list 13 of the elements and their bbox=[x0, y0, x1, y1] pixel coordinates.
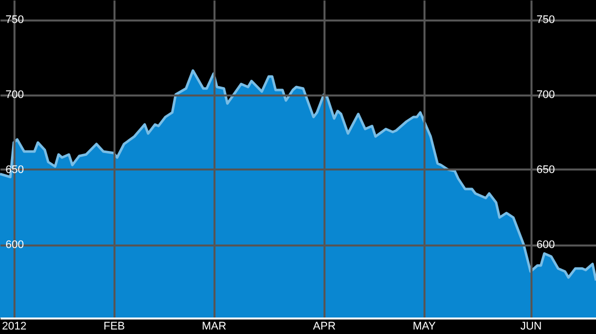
y-tick-label: 600 bbox=[6, 239, 24, 251]
x-tick-label: MAY bbox=[412, 320, 436, 332]
y-tick-label: 750 bbox=[6, 14, 24, 26]
x-tick-label: MAR bbox=[202, 320, 226, 332]
y2-tick-label: 750 bbox=[536, 14, 555, 26]
x-tick-label: JUN bbox=[520, 320, 542, 332]
y-tick-label: 700 bbox=[6, 89, 24, 101]
x-tick-label: FEB bbox=[103, 320, 125, 332]
y2-tick-label: 650 bbox=[536, 164, 555, 176]
y2-tick-label: 700 bbox=[536, 89, 555, 101]
y2-tick-label: 600 bbox=[536, 239, 555, 251]
x-tick-label: 2012 bbox=[2, 320, 27, 332]
x-tick-label: APR bbox=[313, 320, 336, 332]
